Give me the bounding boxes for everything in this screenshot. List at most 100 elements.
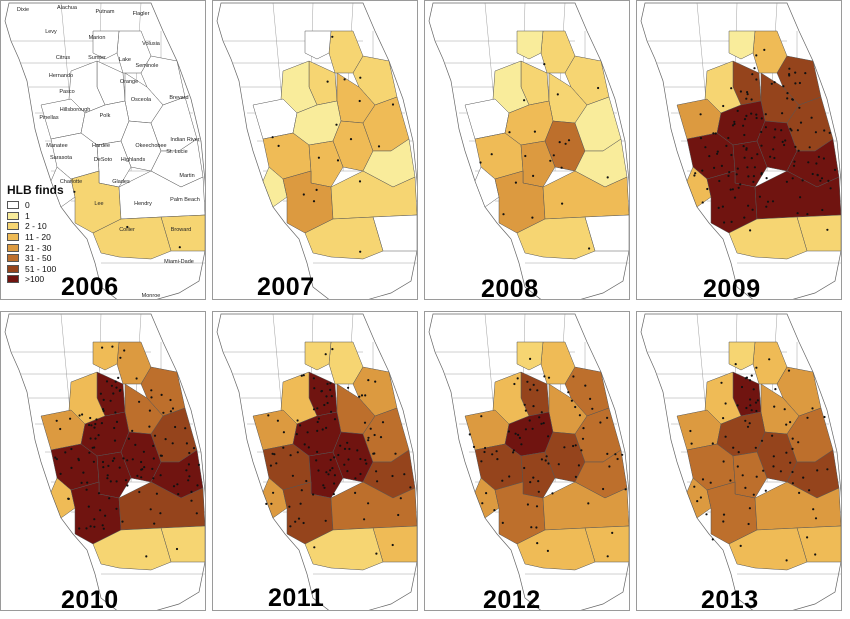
hlb-find-dot <box>816 469 819 472</box>
hlb-find-dot <box>134 443 137 446</box>
county-label: Pinellas <box>39 115 59 121</box>
hlb-find-dot <box>589 397 592 400</box>
hlb-find-dot <box>149 508 152 511</box>
hlb-find-dot <box>375 552 378 555</box>
hlb-find-dot <box>725 144 728 147</box>
hlb-find-dot <box>171 442 174 445</box>
hlb-find-dot <box>106 474 109 477</box>
hlb-find-dot <box>100 422 103 425</box>
hlb-find-dot <box>816 174 819 177</box>
county-label: Charlotte <box>60 179 82 185</box>
hlb-find-dot <box>358 395 361 398</box>
hlb-find-dot <box>374 380 377 383</box>
hlb-find-dot <box>188 475 191 478</box>
hlb-find-dot <box>792 164 796 167</box>
hlb-find-dot <box>115 480 118 483</box>
hlb-find-dot <box>717 206 720 209</box>
hlb-find-dot <box>755 409 758 413</box>
hlb-find-dot <box>744 486 747 489</box>
hlb-find-dot <box>275 462 278 465</box>
hlb-find-dot <box>755 54 758 57</box>
hlb-find-dot <box>326 401 329 405</box>
hlb-find-dot <box>708 155 711 158</box>
hlb-find-dot <box>756 399 759 402</box>
finds-dots <box>693 48 837 232</box>
legend-label: 1 <box>25 210 30 221</box>
hlb-find-dot <box>174 425 177 429</box>
county-region-R <box>728 216 808 260</box>
hlb-find-dot <box>794 145 797 148</box>
hlb-find-dot <box>88 423 91 427</box>
hlb-find-dot <box>358 99 361 103</box>
legend-label: 21 - 30 <box>25 242 52 253</box>
hlb-find-dot <box>288 505 291 508</box>
hlb-find-dot <box>748 379 752 382</box>
hlb-find-dot <box>306 431 309 434</box>
hlb-find-dot <box>117 376 120 379</box>
hlb-find-dot <box>745 406 748 410</box>
hlb-find-dot <box>711 442 714 445</box>
hlb-find-dot <box>742 124 745 127</box>
hlb-find-dot <box>507 430 510 433</box>
county-label: Hernando <box>49 73 73 79</box>
hlb-find-dot <box>81 413 84 416</box>
hlb-find-dot <box>87 505 90 508</box>
hlb-find-dot <box>532 405 535 408</box>
hlb-find-dot <box>55 419 58 422</box>
hlb-find-dot <box>299 424 302 427</box>
hlb-find-dot <box>720 164 723 167</box>
hlb-find-dot <box>513 382 516 386</box>
hlb-find-dot <box>580 449 583 452</box>
hlb-find-dot <box>333 474 336 477</box>
county-label: Hendry <box>134 201 152 207</box>
hlb-find-dot <box>737 451 740 454</box>
hlb-find-dot <box>563 446 566 449</box>
hlb-find-dot <box>152 457 155 460</box>
year-label: 2013 <box>701 586 759 611</box>
legend-swatch <box>7 275 19 284</box>
hlb-find-dot <box>693 485 696 488</box>
hlb-find-dot <box>701 169 704 172</box>
hlb-find-dot <box>119 388 122 392</box>
hlb-find-dot <box>516 377 519 380</box>
hlb-find-dot <box>131 429 134 432</box>
county-label: Dixie <box>17 7 29 13</box>
hlb-find-dot <box>808 146 811 149</box>
hlb-find-dot <box>773 81 776 84</box>
hlb-find-dot <box>540 422 543 425</box>
county-label: Sarasota <box>50 155 73 161</box>
hlb-find-dot <box>699 137 703 140</box>
hlb-find-dot <box>322 484 325 487</box>
hlb-find-dot <box>343 447 347 450</box>
hlb-find-dot <box>324 519 327 522</box>
year-label: 2007 <box>257 273 315 300</box>
hlb-find-dot <box>523 403 526 406</box>
hlb-find-dot <box>558 141 561 144</box>
hlb-find-dot <box>70 447 73 451</box>
hlb-find-dot <box>307 446 310 449</box>
hlb-find-dot <box>359 250 362 253</box>
hlb-find-dot <box>159 512 162 515</box>
hlb-find-dot <box>187 463 190 466</box>
hlb-find-dot <box>788 67 791 70</box>
hlb-find-dot <box>826 468 829 471</box>
hlb-find-dot <box>508 475 511 478</box>
hlb-find-dot <box>124 479 128 482</box>
hlb-find-dot <box>785 423 788 426</box>
hlb-find-dot <box>94 437 97 440</box>
hlb-find-dot <box>70 466 73 469</box>
hlb-find-dot <box>145 555 148 558</box>
county-region-B <box>92 30 120 60</box>
map-panel-2006: Dixie Alachua Putnam Flagler Volusia Levy Mari… <box>0 0 206 300</box>
hlb-find-dot <box>752 388 755 391</box>
hlb-find-dot <box>112 392 115 395</box>
hlb-find-dot <box>704 146 707 149</box>
hlb-find-dot <box>591 407 594 410</box>
hlb-find-dot <box>531 427 534 430</box>
hlb-find-dot <box>538 416 541 419</box>
hlb-find-dot <box>772 465 775 468</box>
hlb-find-dot <box>754 401 758 404</box>
hlb-find-dot <box>105 380 109 383</box>
hlb-find-dot <box>781 140 784 143</box>
finds-dots <box>689 358 829 562</box>
